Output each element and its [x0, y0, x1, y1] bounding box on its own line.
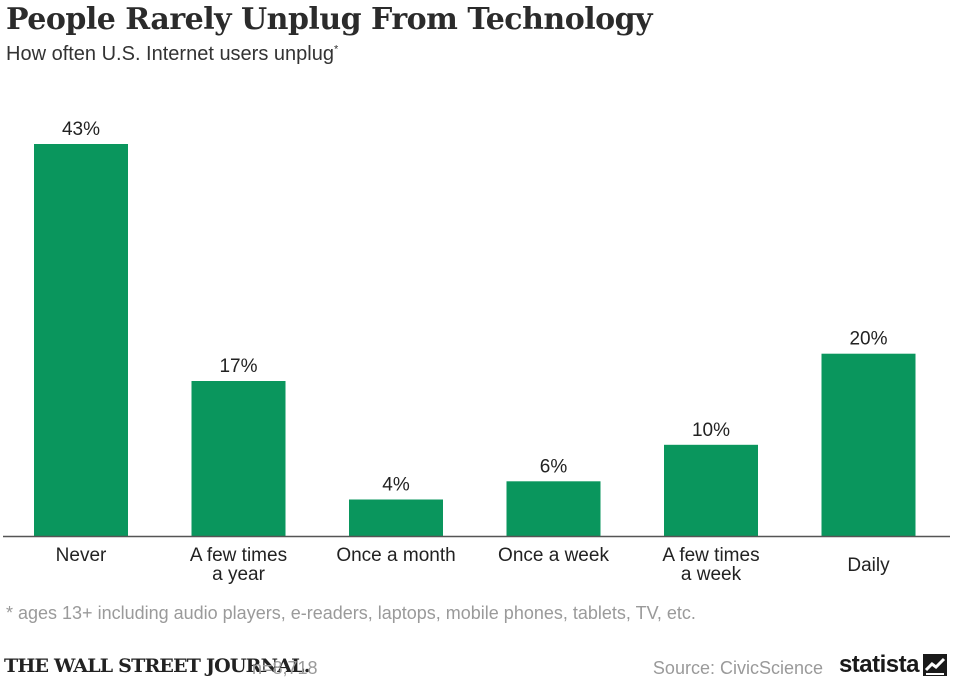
- chart-subtitle-text: How often U.S. Internet users unplug: [6, 43, 334, 65]
- data-label: 20%: [849, 329, 887, 350]
- category-label: A few times a year: [190, 545, 287, 585]
- bar: [349, 499, 443, 536]
- category-label-line: A few times: [190, 545, 287, 566]
- category-label-line: a week: [681, 564, 742, 585]
- source-credit: Source: CivicScience: [652, 658, 823, 678]
- statista-logo[interactable]: statista: [839, 651, 947, 679]
- data-label: 6%: [540, 456, 568, 477]
- chart-title: People Rarely Unplug From Technology: [6, 2, 653, 37]
- category-label: Never: [56, 545, 107, 566]
- category-label: Once a month: [336, 545, 455, 566]
- category-label-line: A few times: [662, 545, 759, 566]
- bar: [191, 381, 286, 536]
- category-label-line: Once a month: [336, 545, 455, 566]
- category-label-line: Never: [56, 545, 107, 566]
- data-label: 17%: [219, 356, 257, 377]
- footnote-marker: *: [333, 43, 339, 56]
- data-label: 10%: [692, 420, 730, 441]
- chart-subtitle: How often U.S. Internet users unplug*: [6, 43, 338, 66]
- category-label-line: Daily: [847, 555, 890, 576]
- category-label: Once a week: [498, 545, 609, 566]
- bar: [821, 353, 916, 536]
- bar: [34, 144, 128, 536]
- data-label: 43%: [62, 119, 100, 140]
- wsj-logo: THE WALL STREET JOURNAL.: [4, 655, 310, 677]
- statista-wordmark: statista: [838, 651, 920, 678]
- bar: [664, 444, 758, 536]
- bar: [506, 481, 601, 536]
- category-label: Daily: [847, 555, 890, 576]
- footnote: * ages 13+ including audio players, e-re…: [6, 603, 696, 623]
- statista-icon: [923, 654, 947, 676]
- category-label-line: Once a week: [498, 545, 609, 566]
- category-label-line: a year: [212, 564, 265, 585]
- data-label: 4%: [382, 475, 410, 496]
- sample-size: n=8,718: [252, 658, 318, 678]
- category-label: A few times a week: [662, 545, 759, 585]
